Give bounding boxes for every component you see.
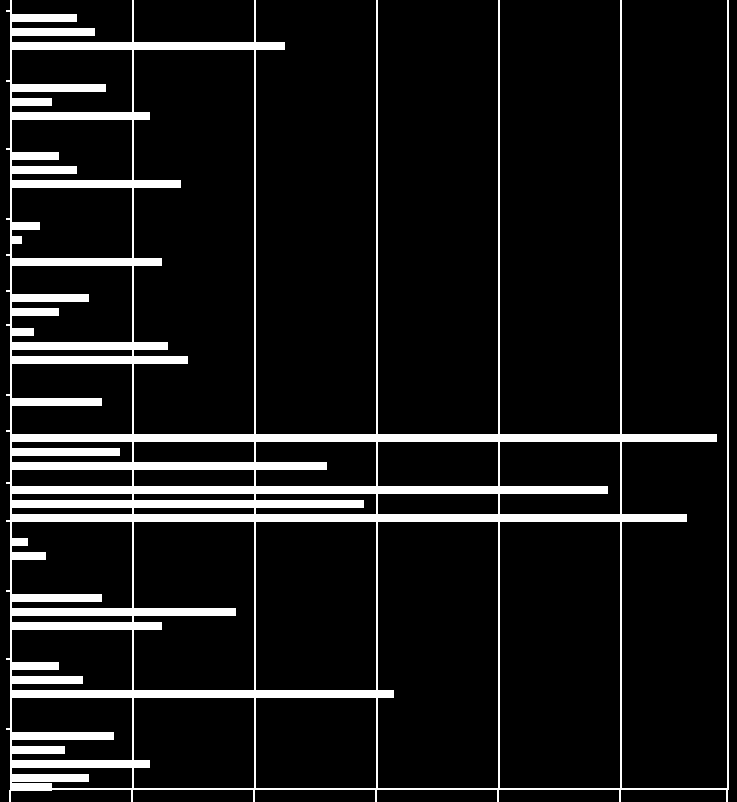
- bar: [10, 84, 106, 92]
- x-tick: [619, 790, 621, 802]
- bar: [10, 783, 52, 791]
- y-tick: [6, 658, 12, 660]
- x-tick: [131, 790, 133, 802]
- bar: [10, 308, 59, 316]
- x-tick: [497, 790, 499, 802]
- y-tick: [6, 728, 12, 730]
- plot-area: [10, 0, 727, 790]
- bar: [10, 500, 364, 508]
- x-tick: [375, 790, 377, 802]
- y-tick: [6, 482, 12, 484]
- bar: [10, 732, 114, 740]
- bar: [10, 398, 102, 406]
- y-tick: [6, 394, 12, 396]
- grid-line: [727, 0, 729, 790]
- bar: [10, 356, 188, 364]
- y-tick: [6, 520, 12, 522]
- bar: [10, 594, 102, 602]
- bar: [10, 342, 168, 350]
- bar: [10, 746, 65, 754]
- bar: [10, 180, 181, 188]
- bar: [10, 662, 59, 670]
- bar: [10, 552, 46, 560]
- bar: [10, 622, 162, 630]
- bar: [10, 112, 150, 120]
- y-tick: [6, 324, 12, 326]
- y-tick: [6, 290, 12, 292]
- grid-line: [376, 0, 378, 790]
- bar: [10, 760, 150, 768]
- bar: [10, 514, 687, 522]
- bar: [10, 690, 394, 698]
- y-tick: [6, 430, 12, 432]
- y-tick: [6, 590, 12, 592]
- grid-line: [498, 0, 500, 790]
- y-tick: [6, 148, 12, 150]
- bar-chart: [0, 0, 737, 802]
- grid-line: [620, 0, 622, 790]
- bar: [10, 258, 162, 266]
- bar: [10, 448, 120, 456]
- y-tick: [6, 10, 12, 12]
- bar: [10, 28, 95, 36]
- bar: [10, 328, 34, 336]
- bar: [10, 236, 22, 244]
- bar: [10, 538, 28, 546]
- bar: [10, 222, 40, 230]
- y-tick: [6, 218, 12, 220]
- x-tick: [9, 790, 11, 802]
- bar: [10, 462, 327, 470]
- x-tick: [253, 790, 255, 802]
- bar: [10, 486, 608, 494]
- bar: [10, 98, 52, 106]
- x-tick: [726, 790, 728, 802]
- bar: [10, 166, 77, 174]
- bar: [10, 294, 89, 302]
- bar: [10, 434, 717, 442]
- bar: [10, 152, 59, 160]
- bar: [10, 676, 83, 684]
- bar: [10, 42, 285, 50]
- grid-line: [254, 0, 256, 790]
- bar: [10, 608, 236, 616]
- bar: [10, 14, 77, 22]
- y-tick: [6, 80, 12, 82]
- y-tick: [6, 254, 12, 256]
- bar: [10, 774, 89, 782]
